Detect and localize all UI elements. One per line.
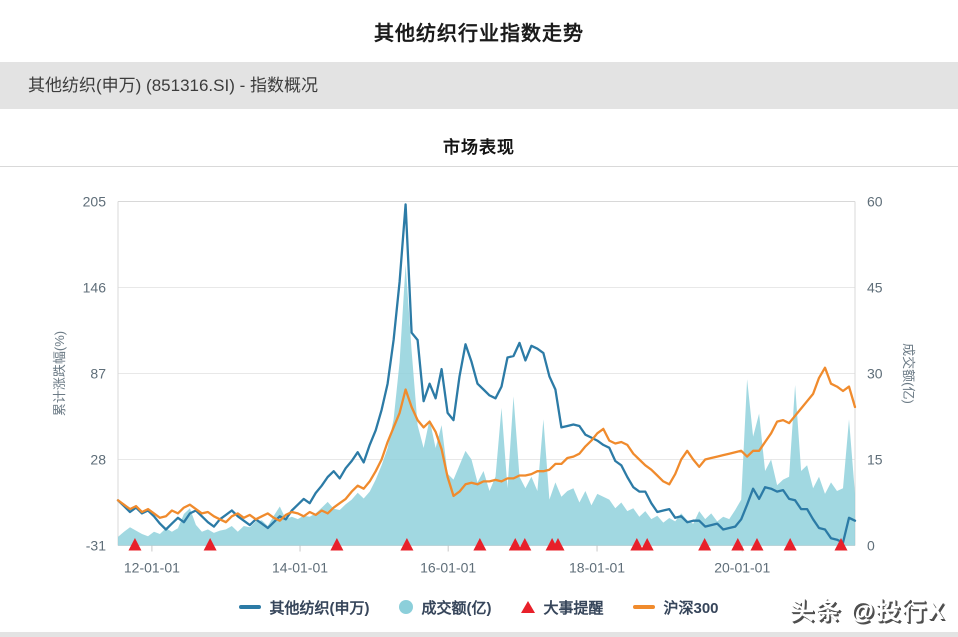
svg-text:205: 205 <box>83 194 107 210</box>
svg-text:14-01-01: 14-01-01 <box>272 560 328 576</box>
svg-text:20-01-01: 20-01-01 <box>714 560 770 576</box>
event-triangle-swatch <box>521 601 536 613</box>
section-divider <box>0 166 958 167</box>
svg-text:累计涨跌幅(%): 累计涨跌幅(%) <box>52 331 67 416</box>
csi300-line-swatch <box>633 605 656 609</box>
svg-text:45: 45 <box>867 280 883 296</box>
svg-text:87: 87 <box>90 366 106 382</box>
chart-legend: 其他纺织(申万) 成交额(亿) 大事提醒 沪深300 <box>0 594 958 620</box>
next-section-strip <box>0 632 958 637</box>
index-line-swatch <box>239 605 262 609</box>
watermark: 头条 @投行X <box>789 598 946 625</box>
legend-label: 沪深300 <box>663 599 719 617</box>
svg-text:12-01-01: 12-01-01 <box>124 560 180 576</box>
svg-text:60: 60 <box>867 194 883 210</box>
svg-text:146: 146 <box>83 280 107 296</box>
page-title: 其他纺织行业指数走势 <box>374 23 584 45</box>
svg-text:16-01-01: 16-01-01 <box>420 560 476 576</box>
svg-text:30: 30 <box>867 366 883 382</box>
legend-item-events[interactable]: 大事提醒 <box>521 597 603 618</box>
volume-circle-swatch <box>399 600 414 614</box>
legend-label: 成交额(亿) <box>421 599 492 617</box>
svg-text:18-01-01: 18-01-01 <box>569 560 625 576</box>
svg-text:成交额(亿): 成交额(亿) <box>901 343 916 404</box>
svg-text:28: 28 <box>90 452 106 468</box>
legend-item-csi300[interactable]: 沪深300 <box>633 597 719 618</box>
svg-text:15: 15 <box>867 452 883 468</box>
index-overview-text: 其他纺织(申万) (851316.SI) - 指数概况 <box>28 76 318 95</box>
section-title: 市场表现 <box>443 138 515 157</box>
legend-item-index[interactable]: 其他纺织(申万) <box>239 597 369 618</box>
legend-label: 大事提醒 <box>543 599 604 617</box>
legend-item-volume[interactable]: 成交额(亿) <box>399 597 491 618</box>
index-overview-bar: 其他纺织(申万) (851316.SI) - 指数概况 <box>0 62 958 109</box>
svg-text:0: 0 <box>867 538 875 554</box>
legend-label: 其他纺织(申万) <box>269 599 370 617</box>
svg-text:-31: -31 <box>86 538 106 554</box>
